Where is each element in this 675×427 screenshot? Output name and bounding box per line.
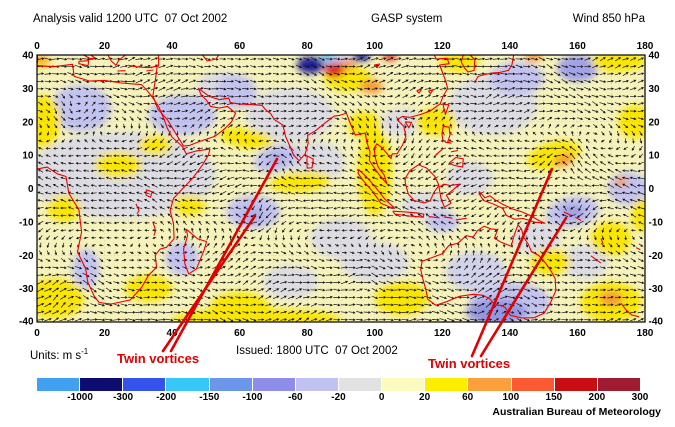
- lat-tick-label-left: -40: [19, 317, 34, 328]
- map-frame: [36, 54, 646, 323]
- credit-label: Australian Bureau of Meteorology: [492, 406, 661, 418]
- lat-tick-label-right: 40: [649, 51, 661, 62]
- colorbar-tick-label: 150: [545, 392, 563, 403]
- lat-tick-label-right: -30: [649, 284, 664, 295]
- colorbar-tick-label: -20: [331, 392, 346, 403]
- twin-vortices-label-left: Twin vortices: [117, 351, 200, 366]
- colorbar-labels: -1000 -300 -200 -150 -100 -60 -20 0 20 60 100 150 20…: [0, 392, 675, 406]
- lon-tick-label-bottom: 80: [302, 328, 314, 339]
- colorbar-segment: [252, 378, 295, 391]
- lat-tick-label-left: 40: [22, 51, 34, 62]
- level-label: Wind 850 hPa: [572, 13, 645, 25]
- system-label: GASP system: [371, 13, 443, 25]
- colorbar-segment: [37, 378, 80, 391]
- colorbar-tick-label: 20: [419, 392, 431, 403]
- lat-tick-label-right: 20: [649, 117, 661, 128]
- colorbar-tick-label: -1000: [67, 392, 93, 403]
- colorbar-segment: [338, 378, 382, 391]
- lon-tick-label-bottom: 40: [167, 328, 179, 339]
- units-text: Units: m s: [30, 349, 82, 362]
- lat-tick-label-right: 0: [649, 184, 655, 195]
- analysis-valid-label: Analysis valid 1200 UTC 07 Oct 2002: [33, 13, 228, 25]
- twin-vortices-pointer-line: [161, 214, 257, 353]
- lat-tick-label-left: -20: [19, 251, 34, 262]
- lon-tick-label-top: 140: [502, 41, 519, 52]
- lon-tick-label-top: 80: [302, 41, 314, 52]
- lon-tick-label-bottom: 100: [366, 328, 383, 339]
- lon-tick-label-top: 100: [366, 41, 383, 52]
- twin-vortices-label-right: Twin vortices: [428, 356, 511, 371]
- lon-tick-label-top: 60: [234, 41, 246, 52]
- lon-tick-label-top: 120: [434, 41, 451, 52]
- colorbar-segment: [554, 378, 597, 391]
- colorbar-tick-label: -150: [199, 392, 220, 403]
- colorbar-tick-label: 300: [631, 392, 649, 403]
- lat-tick-label-right: -10: [649, 217, 664, 228]
- twin-vortices-pointer-line: [479, 216, 568, 358]
- colorbar-segment: [468, 378, 511, 391]
- colorbar-tick-label: -60: [288, 392, 303, 403]
- lon-tick-label-bottom: 60: [234, 328, 246, 339]
- lon-tick-label-bottom: 0: [34, 328, 40, 339]
- coastlines: [37, 55, 641, 319]
- lat-tick-label-right: 30: [649, 84, 661, 95]
- colorbar-tick-label: 200: [588, 392, 606, 403]
- lon-tick-label-top: 20: [99, 41, 111, 52]
- colorbar-segment: [511, 378, 554, 391]
- lon-tick-label-top: 40: [167, 41, 179, 52]
- lon-tick-label-top: 160: [569, 41, 586, 52]
- wind-arrows: [37, 57, 645, 322]
- lat-tick-label-left: 0: [28, 184, 34, 195]
- colorbar-tick-label: 100: [502, 392, 520, 403]
- colorbar-tick-label: 0: [378, 392, 385, 403]
- units-exponent: -1: [81, 347, 89, 356]
- lat-tick-label-right: -40: [649, 317, 664, 328]
- issued-label: Issued: 1800 UTC 07 Oct 2002: [236, 345, 398, 357]
- twin-vortices-pointer-line: [470, 167, 554, 358]
- lon-tick-label-bottom: 20: [99, 328, 111, 339]
- lon-tick-label-bottom: 120: [434, 328, 451, 339]
- lat-tick-label-left: -10: [19, 217, 34, 228]
- lon-tick-label-top: 0: [34, 41, 40, 52]
- lon-tick-label-bottom: 180: [637, 328, 654, 339]
- colorbar-segment: [209, 378, 252, 391]
- colorbar-segment: [166, 378, 209, 391]
- lat-tick-label-left: 10: [22, 151, 34, 162]
- lon-tick-label-top: 180: [637, 41, 654, 52]
- twin-vortices-pointer-line: [169, 157, 279, 353]
- colorbar-segment: [80, 378, 123, 391]
- colorbar: [37, 378, 640, 391]
- colorbar-segment: [295, 378, 338, 391]
- lat-tick-label-right: -20: [649, 251, 664, 262]
- lat-tick-label-left: -30: [19, 284, 34, 295]
- lon-tick-label-bottom: 140: [502, 328, 519, 339]
- lat-tick-label-left: 30: [22, 84, 34, 95]
- lat-tick-label-right: 10: [649, 151, 661, 162]
- colorbar-segment: [597, 378, 640, 391]
- shading-blobs: [37, 55, 645, 322]
- colorbar-tick-label: -100: [242, 392, 263, 403]
- colorbar-segment: [123, 378, 166, 391]
- colorbar-tick-label: -200: [156, 392, 177, 403]
- colorbar-segment: [425, 378, 468, 391]
- colorbar-segment: [382, 378, 425, 391]
- lat-tick-label-left: 20: [22, 117, 34, 128]
- colorbar-tick-label: 60: [462, 392, 474, 403]
- colorbar-tick-label: -300: [113, 392, 134, 403]
- units-label: Units: m s-1: [30, 347, 88, 362]
- graticule: [37, 55, 645, 322]
- lon-tick-label-bottom: 160: [569, 328, 586, 339]
